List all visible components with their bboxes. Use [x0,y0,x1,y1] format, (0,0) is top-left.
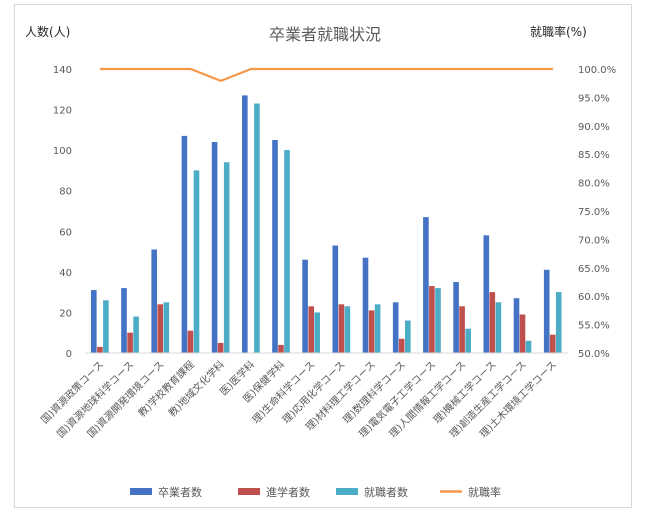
bar-就職者数-3 [193,170,200,353]
bar-進学者数-15 [549,334,556,353]
legend-label-就職率: 就職率 [468,485,501,499]
y-right-tick-label: 60.0% [578,292,610,303]
y-right-tick-label: 90.0% [578,122,610,133]
y-right-tick-label: 75.0% [578,207,610,218]
bar-就職者数-8 [344,306,351,353]
bar-卒業者数-8 [332,245,339,353]
bar-進学者数-9 [368,310,375,353]
y-right-tick-label: 100.0% [578,65,616,76]
y-right-tick-label: 55.0% [578,321,610,332]
bar-卒業者数-6 [272,140,278,353]
bar-進学者数-12 [459,306,465,353]
bar-進学者数-0 [97,346,103,353]
bar-卒業者数-11 [423,217,429,353]
legend-label-就職者数: 就職者数 [364,485,408,499]
legend-label-進学者数: 進学者数 [266,485,310,499]
bar-就職者数-0 [103,300,109,353]
y-left-tick-label: 40 [59,268,72,279]
y-right-tick-label: 80.0% [578,179,610,190]
bar-就職者数-4 [223,162,230,353]
bar-卒業者数-4 [211,142,218,353]
y-right-tick-label: 50.0% [578,349,610,360]
y-right-tick-label: 85.0% [578,150,610,161]
bar-卒業者数-9 [362,257,369,353]
bar-進学者数-4 [217,342,224,353]
bar-卒業者数-0 [91,290,97,353]
bar-就職者数-5 [254,103,260,353]
bar-卒業者数-7 [302,259,308,353]
bar-進学者数-13 [489,292,496,353]
legend-swatch-卒業者数 [130,488,152,495]
bar-進学者数-2 [157,304,163,353]
bar-進学者数-10 [398,338,405,353]
y-right-tick-label: 65.0% [578,264,610,275]
bar-卒業者数-1 [121,288,127,353]
bar-卒業者数-5 [242,95,248,354]
bar-進学者数-14 [519,314,526,353]
bar-卒業者数-12 [453,282,459,353]
bar-卒業者数-13 [483,235,490,353]
bar-卒業者数-15 [543,269,550,353]
y-left-tick-label: 20 [59,308,72,319]
bar-卒業者数-10 [392,302,399,353]
bar-就職者数-7 [314,312,320,353]
bar-就職者数-10 [405,320,411,353]
y-left-tick-label: 120 [53,106,72,117]
bar-進学者数-3 [187,330,194,353]
legend-swatch-就職者数 [336,488,358,495]
legend-swatch-進学者数 [238,488,260,495]
bar-進学者数-8 [338,304,345,353]
bar-就職者数-11 [435,288,441,353]
bar-就職者数-9 [374,304,381,353]
chart-title: 卒業者就職状況 [269,25,381,44]
chart-frame [14,4,632,508]
y-left-tick-label: 60 [59,227,72,238]
bar-就職者数-1 [133,316,139,353]
bar-進学者数-7 [308,306,314,353]
bar-卒業者数-3 [181,135,188,353]
y-axis-right-title: 就職率(%) [530,24,587,39]
y-left-tick-label: 140 [53,65,72,76]
y-left-tick-label: 0 [66,349,72,360]
legend-label-卒業者数: 卒業者数 [158,485,202,499]
line-就職率 [100,67,553,83]
y-right-tick-label: 95.0% [578,93,610,104]
bar-就職者数-13 [495,302,502,353]
bar-卒業者数-2 [151,249,157,353]
bar-就職者数-2 [163,302,170,353]
y-axis-left-title: 人数(人) [25,24,70,39]
bar-就職者数-15 [555,292,562,353]
bar-進学者数-1 [127,332,133,353]
bar-就職者数-14 [525,340,532,353]
y-left-tick-label: 100 [53,146,72,157]
bar-就職者数-12 [465,328,471,353]
bar-進学者数-11 [429,286,435,353]
bar-就職者数-6 [284,150,290,353]
bar-卒業者数-14 [513,298,520,353]
y-left-tick-label: 80 [59,187,72,198]
y-right-tick-label: 70.0% [578,235,610,246]
bar-進学者数-6 [278,344,284,353]
